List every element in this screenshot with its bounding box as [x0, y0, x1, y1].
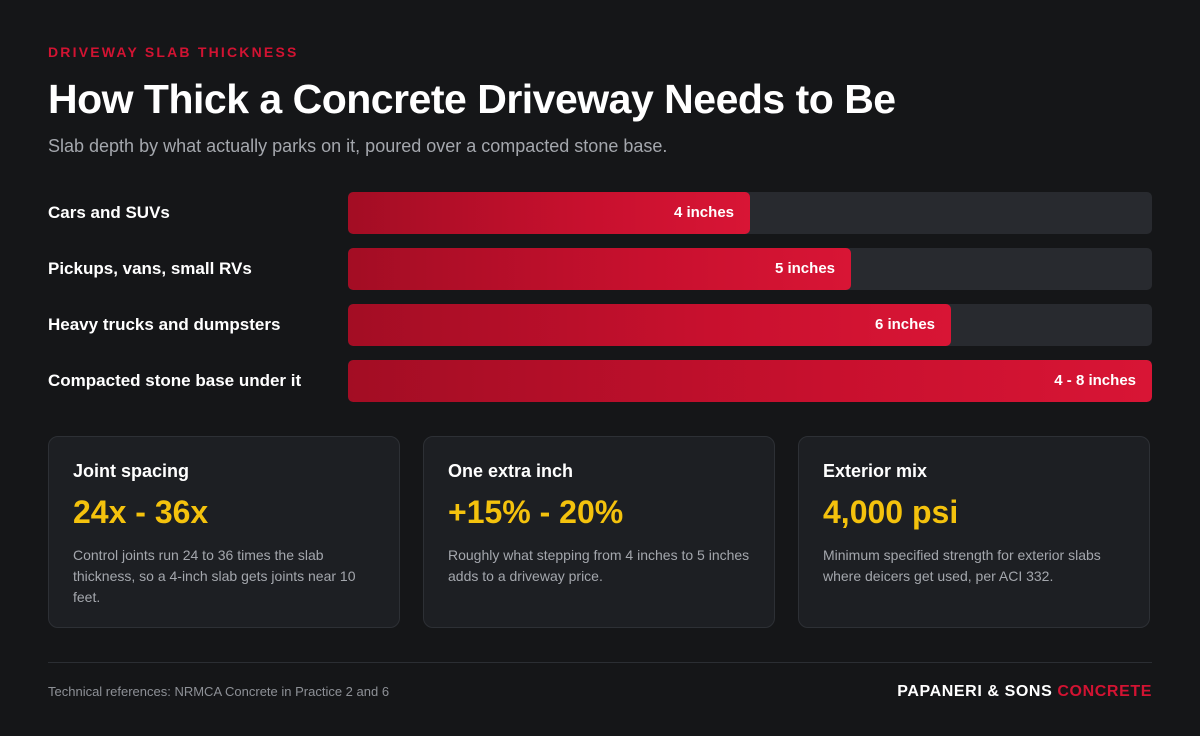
bar-category-label: Cars and SUVs: [48, 203, 170, 222]
bar-track: 6 inches: [348, 304, 1152, 346]
page-subtitle: Slab depth by what actually parks on it,…: [48, 136, 668, 156]
page-title: How Thick a Concrete Driveway Needs to B…: [48, 76, 896, 122]
bar-row: Heavy trucks and dumpsters 6 inches: [48, 304, 1152, 346]
card-value: +15% - 20%: [448, 494, 624, 530]
card-description: Control joints run 24 to 36 times the sl…: [73, 547, 356, 605]
bar-fill: 4 inches: [348, 192, 750, 234]
card-title: One extra inch: [448, 461, 574, 481]
references-note: Technical references: NRMCA Concrete in …: [48, 684, 390, 699]
bar-category-label: Heavy trucks and dumpsters: [48, 315, 281, 334]
bar-value-label: 6 inches: [874, 316, 935, 333]
card-description: Minimum specified strength for exterior …: [823, 547, 1101, 584]
card-title: Joint spacing: [73, 461, 190, 481]
bar-row: Compacted stone base under it 4 - 8 inche…: [48, 360, 1152, 402]
stat-cards: Joint spacing 24x - 36x Control joints r…: [48, 436, 1152, 628]
eyebrow-label: DRIVEWAY SLAB THICKNESS: [48, 44, 299, 60]
brand-accent: CONCRETE: [1057, 683, 1152, 700]
bar-category-label: Pickups, vans, small RVs: [48, 259, 252, 278]
thickness-bar-chart: Cars and SUVs 4 inches Pickups, vans, smal…: [48, 192, 1152, 416]
bar-value-label: 4 inches: [673, 204, 734, 221]
stat-card-exterior-mix: Exterior mix 4,000 psi Minimum specified…: [798, 436, 1150, 628]
bar-category-label: Compacted stone base under it: [48, 371, 302, 390]
bar-value-label: 5 inches: [774, 260, 835, 277]
bar-fill: 4 - 8 inches: [348, 360, 1152, 402]
bar-track: 4 inches: [348, 192, 1152, 234]
bar-fill: 6 inches: [348, 304, 951, 346]
bar-track: 5 inches: [348, 248, 1152, 290]
stat-card-joint-spacing: Joint spacing 24x - 36x Control joints r…: [48, 436, 400, 628]
bar-fill: 5 inches: [348, 248, 851, 290]
footer-divider: [48, 662, 1152, 663]
card-description: Roughly what stepping from 4 inches to 5…: [448, 547, 750, 584]
card-value: 24x - 36x: [73, 494, 209, 530]
brand-name: PAPANERI & SONS: [897, 683, 1053, 700]
card-title: Exterior mix: [823, 461, 928, 481]
brand-logo: PAPANERI & SONS CONCRETE: [897, 683, 1152, 701]
bar-value-label: 4 - 8 inches: [1054, 372, 1136, 389]
stat-card-extra-inch: One extra inch +15% - 20% Roughly what s…: [423, 436, 775, 628]
bar-row: Cars and SUVs 4 inches: [48, 192, 1152, 234]
card-value: 4,000 psi: [823, 494, 959, 530]
bar-row: Pickups, vans, small RVs 5 inches: [48, 248, 1152, 290]
bar-track: 4 - 8 inches: [348, 360, 1152, 402]
